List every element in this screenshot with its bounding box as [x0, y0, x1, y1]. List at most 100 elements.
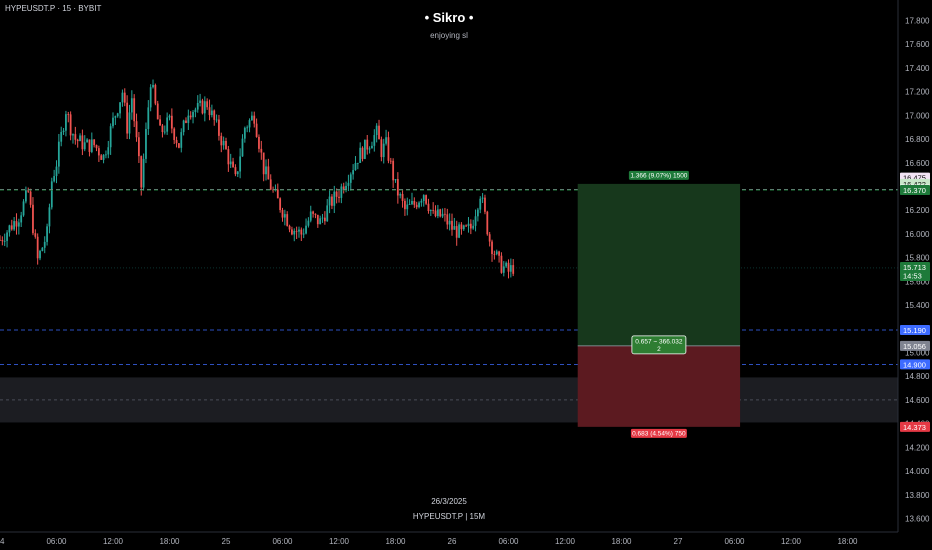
price-level-tag-label: 15.190	[903, 326, 926, 335]
candle-body	[248, 120, 251, 128]
candle-body	[79, 135, 81, 142]
symbol-line: HYPEUSDT.P · 15 · BYBIT	[5, 4, 102, 13]
candle-body	[371, 145, 373, 149]
candle-body	[356, 162, 359, 164]
candle-body	[354, 163, 357, 171]
candle-body	[17, 222, 20, 227]
candle-body	[69, 114, 72, 136]
price-tick-label: 16.200	[905, 206, 930, 215]
candle-body	[147, 107, 150, 129]
candle-body	[8, 225, 11, 233]
candle-body	[255, 123, 258, 137]
candle-body	[185, 120, 187, 123]
candle-body	[448, 220, 451, 225]
candle-body	[199, 100, 202, 104]
candle-body	[34, 233, 37, 237]
candle-body	[187, 115, 190, 123]
time-tick-label: 12:00	[781, 537, 802, 546]
candle-body	[451, 220, 453, 230]
candle-body	[291, 229, 293, 235]
stop-label: 0.683 (4.54%) 750	[632, 430, 686, 437]
candle-body	[460, 224, 463, 230]
candle-body	[62, 130, 65, 133]
watermark-symbol: HYPEUSDT.P | 15M	[412, 512, 486, 521]
candle-body	[161, 125, 164, 133]
candle-body	[352, 170, 355, 175]
chart-title: • Sikro •	[424, 10, 474, 25]
candle-body	[121, 92, 124, 103]
candle-body	[302, 233, 305, 235]
candle-body	[65, 114, 67, 131]
price-level-tag	[900, 359, 930, 370]
candle-body	[50, 181, 53, 208]
current-price-countdown: 14:53	[903, 271, 922, 280]
candle-body	[128, 112, 131, 134]
candle-body	[220, 135, 223, 146]
candle-body	[389, 160, 392, 162]
candle-body	[22, 201, 25, 216]
candle-body	[57, 141, 60, 167]
candle-body	[509, 265, 512, 272]
candle-body	[222, 140, 225, 146]
candle-body	[189, 115, 192, 118]
time-tick-label: 18:00	[385, 537, 406, 546]
chart-subtitle: enjoying sl	[430, 31, 468, 40]
candle-body	[95, 145, 98, 149]
candle-body	[458, 224, 460, 238]
candle-body	[206, 101, 209, 108]
time-tick-label: 06:00	[46, 537, 67, 546]
candle-body	[24, 190, 27, 202]
candle-body	[83, 142, 86, 150]
candle-body	[116, 113, 119, 117]
candle-body	[500, 255, 503, 273]
candle-body	[331, 196, 333, 206]
candle-body	[328, 196, 331, 206]
candle-body	[74, 134, 77, 140]
candle-body	[213, 110, 216, 120]
candle-body	[488, 234, 491, 242]
candle-body	[81, 135, 84, 150]
price-level-tag-label: 14.900	[903, 360, 926, 369]
candle-body	[486, 211, 489, 235]
candle-body	[154, 84, 157, 104]
candle-body	[130, 98, 133, 113]
target-zone	[577, 183, 741, 346]
candle-body	[178, 143, 180, 148]
price-axis: 17.800 17.600 17.400 17.200 17.000 16.800 16.6…	[897, 0, 930, 532]
candle-body	[474, 216, 477, 226]
candle-body	[382, 143, 385, 158]
candle-body	[140, 156, 143, 188]
candle-body	[137, 137, 140, 157]
candle-body	[218, 119, 220, 136]
price-level-tag	[900, 421, 930, 432]
candle-body	[112, 117, 114, 127]
candle-body	[363, 139, 366, 159]
candle-body	[67, 114, 70, 115]
candle-body	[41, 247, 44, 251]
current-price-value: 15.713	[903, 263, 926, 272]
time-tick-label: 12:00	[103, 537, 124, 546]
candle-body	[0, 239, 1, 241]
candle-body	[60, 132, 63, 142]
candle-body	[462, 225, 465, 230]
candle-body	[293, 230, 296, 235]
candle-body	[441, 213, 444, 217]
price-level-tag	[900, 340, 930, 351]
candle-body	[166, 117, 169, 132]
candle-body	[295, 230, 298, 232]
candle-body	[234, 167, 237, 175]
candle-body	[411, 200, 413, 205]
candle-body	[182, 120, 185, 133]
candle-body	[406, 204, 409, 210]
candle-body	[253, 115, 256, 124]
candle-body	[359, 147, 362, 163]
candle-body	[349, 174, 352, 183]
target-label-bg	[628, 170, 689, 180]
candle-body	[288, 225, 291, 230]
candle-body	[420, 200, 423, 203]
chart-zones	[0, 377, 898, 423]
time-tick-label: 18:00	[837, 537, 858, 546]
candle-body	[126, 102, 129, 134]
